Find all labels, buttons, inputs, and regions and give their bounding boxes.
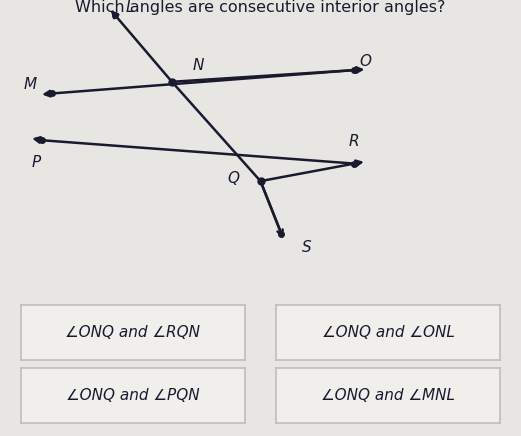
Text: ∠ONQ and ∠PQN: ∠ONQ and ∠PQN: [66, 388, 200, 403]
Text: M: M: [23, 77, 36, 92]
Text: ∠ONQ and ∠ONL: ∠ONQ and ∠ONL: [321, 325, 455, 340]
Text: L: L: [126, 0, 134, 15]
Text: N: N: [193, 58, 204, 73]
Text: O: O: [359, 54, 371, 69]
Text: S: S: [302, 239, 312, 255]
Text: ∠ONQ and ∠RQN: ∠ONQ and ∠RQN: [65, 325, 201, 340]
Text: R: R: [349, 134, 359, 149]
Text: Which angles are consecutive interior angles?: Which angles are consecutive interior an…: [76, 0, 445, 15]
Text: Q: Q: [228, 170, 240, 186]
Text: P: P: [32, 155, 41, 170]
Text: ∠ONQ and ∠MNL: ∠ONQ and ∠MNL: [321, 388, 455, 403]
